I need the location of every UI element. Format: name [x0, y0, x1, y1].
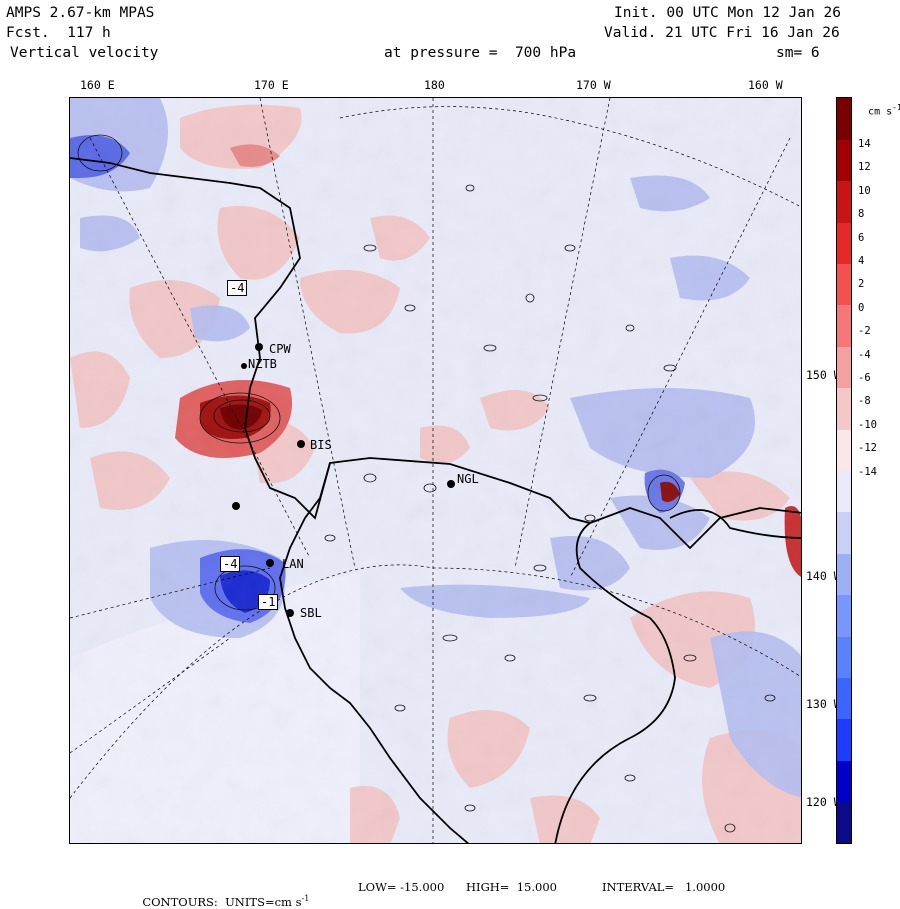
colorbar-swatch: [837, 98, 851, 140]
vertical-velocity-map: [70, 98, 801, 843]
lon-label-160w: 160 W: [748, 78, 783, 92]
colorbar-swatch: [837, 801, 851, 844]
station-label-cpw: CPW: [269, 342, 291, 356]
station-markers: [232, 343, 455, 617]
station-label-lan: LAN: [282, 557, 304, 571]
colorbar-swatch: [837, 636, 851, 678]
colorbar-tick-label: -10: [858, 418, 877, 431]
colorbar-swatch: [837, 677, 851, 720]
lon-label-170e: 170 E: [254, 78, 289, 92]
colorbar-tick-label: -8: [858, 395, 871, 408]
colorbar-swatch: [837, 511, 851, 554]
init-time: Init. 00 UTC Mon 12 Jan 26: [614, 5, 841, 21]
colorbar-tick-label: 2: [858, 278, 865, 291]
colorbar-tick-label: 0: [858, 301, 865, 314]
colorbar-swatch: [837, 553, 851, 596]
colorbar-tick-label: -2: [858, 325, 871, 338]
colorbar-swatch: [837, 594, 851, 637]
colorbar-swatch: [837, 387, 851, 430]
colorbar-tick-label: -14: [858, 465, 877, 478]
colorbar-tick-label: -12: [858, 442, 877, 455]
smoothing-value: sm= 6: [776, 45, 820, 61]
contour-value-box: -1: [258, 594, 279, 610]
colorbar-tick-label: -6: [858, 372, 871, 384]
contour-units: CONTOURS: UNITS=cm s-1: [142, 894, 310, 909]
forecast-hour: Fcst. 117 h: [6, 25, 111, 41]
station-label-nztb: NZTB: [248, 357, 277, 371]
contour-high: HIGH= 15.000: [466, 880, 557, 894]
lon-label-170w: 170 W: [576, 78, 611, 92]
colorbar-swatch: [837, 470, 851, 513]
model-title: AMPS 2.67-km MPAS: [6, 5, 155, 21]
colorbar-swatch: [837, 222, 851, 265]
colorbar-swatch: [837, 263, 851, 306]
contour-low: LOW= -15.000: [358, 880, 445, 894]
colorbar-swatch: [837, 139, 851, 182]
colorbar: [836, 97, 852, 844]
colorbar-tick-label: -4: [858, 348, 871, 361]
field-name: Vertical velocity: [10, 45, 159, 61]
colorbar-swatch: [837, 760, 851, 803]
colorbar-tick-label: 12: [858, 161, 871, 174]
map-panel: CPW NZTB BIS NGL LAN SBL -4 -4 -1: [69, 97, 802, 844]
station-label-sbl: SBL: [300, 606, 322, 620]
colorbar-swatch: [837, 429, 851, 471]
colorbar-swatch: [837, 718, 851, 761]
contour-value-box: -4: [227, 280, 248, 296]
contour-rings: [77, 134, 776, 833]
station-label-ngl: NGL: [457, 472, 479, 486]
contour-interval: INTERVAL= 1.0000: [602, 880, 726, 894]
colorbar-swatch: [837, 180, 851, 223]
colorbar-tick-label: 10: [858, 184, 871, 197]
lon-label-160e: 160 E: [80, 78, 115, 92]
contour-value-box: -4: [220, 556, 241, 572]
graticule: [70, 98, 801, 843]
colorbar-tick-label: 6: [858, 231, 865, 244]
colorbar-tick-label: 4: [858, 255, 865, 267]
lon-label-180: 180: [424, 78, 445, 92]
station-label-bis: BIS: [310, 438, 332, 452]
colorbar-swatch: [837, 304, 851, 347]
pressure-level: at pressure = 700 hPa: [384, 45, 577, 61]
colorbar-tick-label: 8: [858, 208, 865, 221]
colorbar-swatch: [837, 346, 851, 389]
colorbar-units: cm s-1: [868, 103, 900, 118]
coastline: [70, 157, 801, 843]
colorbar-tick-label: 14: [858, 138, 871, 150]
valid-time: Valid. 21 UTC Fri 16 Jan 26: [604, 25, 840, 41]
noise-texture: [70, 98, 801, 843]
